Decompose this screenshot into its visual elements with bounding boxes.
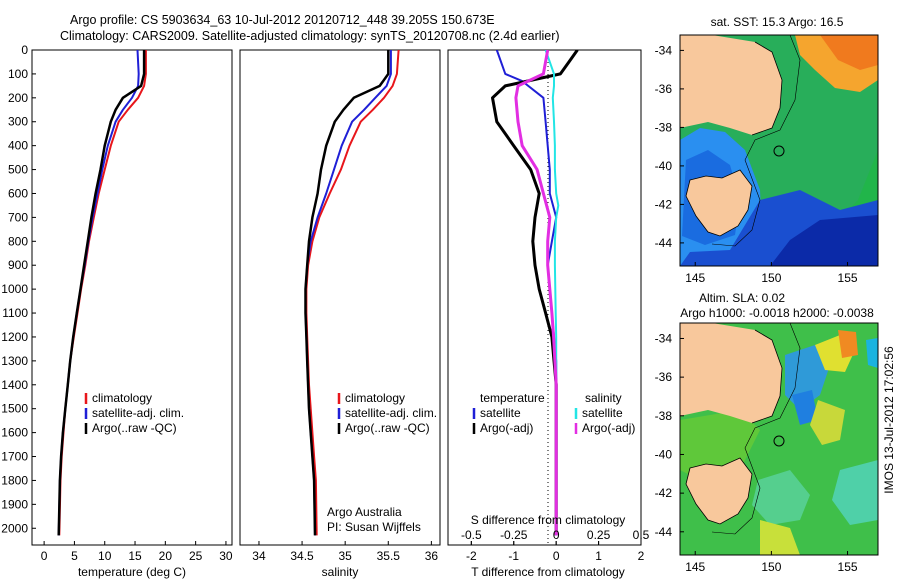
sst-map-lat-label: -38 bbox=[655, 120, 673, 134]
figure-title-line2: Climatology: CARS2009. Satellite-adjuste… bbox=[60, 29, 560, 43]
salinity-x-tick-label: 35.5 bbox=[377, 549, 401, 563]
temperature-x-tick-label: 20 bbox=[159, 549, 173, 563]
tdiff-x-tick-label: 1 bbox=[595, 549, 602, 563]
legend-temperature-title: temperature bbox=[480, 391, 545, 405]
depth-tick-label: 0 bbox=[21, 43, 28, 57]
tdiff-x-tick-label: 0 bbox=[553, 549, 560, 563]
sdiff-x-tick-label: 0.25 bbox=[587, 528, 611, 542]
sdiff-x-tick-label: -0.25 bbox=[500, 528, 528, 542]
difference-xlabel: T difference from climatology bbox=[471, 565, 625, 579]
depth-tick-label: 300 bbox=[8, 115, 28, 129]
legend-salinity-title: salinity bbox=[585, 391, 622, 405]
salinity-legend-label: Argo(..raw -QC) bbox=[345, 421, 430, 435]
temperature-xlabel: temperature (deg C) bbox=[78, 565, 186, 579]
sst-map-lat-label: -44 bbox=[655, 236, 673, 250]
salinity-xlabel: salinity bbox=[322, 565, 359, 579]
salinity-x-tick-label: 36 bbox=[425, 549, 439, 563]
sla-map: Altim. SLA: 0.02 Argo h1000: -0.0018 h20… bbox=[655, 291, 879, 574]
tdiff-x-tick-label: -2 bbox=[466, 549, 477, 563]
salinity-legend-label: climatology bbox=[345, 391, 405, 405]
difference-temperature-legend-label: Argo(-adj) bbox=[480, 421, 533, 435]
sdiff-x-tick-label: 0 bbox=[553, 528, 560, 542]
sla-map-lon-label: 145 bbox=[685, 560, 705, 574]
sla-map-title-line2: Argo h1000: -0.0018 h2000: -0.0038 bbox=[680, 306, 874, 320]
sdiff-x-tick-label: 0.5 bbox=[633, 528, 650, 542]
sst-map-lat-label: -42 bbox=[655, 197, 673, 211]
depth-tick-label: 200 bbox=[8, 91, 28, 105]
temperature-x-tick-label: 10 bbox=[98, 549, 112, 563]
sst-map-lon-label: 155 bbox=[838, 271, 858, 285]
depth-tick-label: 500 bbox=[8, 163, 28, 177]
credit-line2: PI: Susan Wijffels bbox=[327, 520, 421, 534]
difference-salinity-legend-label: Argo(-adj) bbox=[582, 421, 635, 435]
depth-tick-label: 700 bbox=[8, 210, 28, 224]
temperature-x-tick-label: 0 bbox=[41, 549, 48, 563]
salinity-series-2 bbox=[304, 50, 390, 536]
sla-map-lat-label: -38 bbox=[655, 409, 673, 423]
difference-top-label: S difference from climatology bbox=[471, 513, 626, 527]
salinity-x-tick-label: 34.5 bbox=[290, 549, 314, 563]
difference-panel: -2 -1 0 1 2 -0.5 -0.25 0 0.25 0.5 S difference fr… bbox=[447, 49, 650, 579]
salinity-series-0 bbox=[305, 50, 400, 536]
sst-map-lat-label: -36 bbox=[655, 82, 673, 96]
salinity-x-tick-label: 35 bbox=[338, 549, 352, 563]
tdiff-x-tick-label: 2 bbox=[638, 549, 645, 563]
depth-tick-label: 1300 bbox=[1, 354, 28, 368]
depth-tick-label: 2000 bbox=[1, 521, 28, 535]
temperature-x-tick-label: 15 bbox=[128, 549, 142, 563]
sst-map-lon-label: 150 bbox=[761, 271, 781, 285]
sdiff-x-tick-label: -0.5 bbox=[461, 528, 482, 542]
sla-map-lat-label: -40 bbox=[655, 447, 673, 461]
sla-map-lat-label: -34 bbox=[655, 331, 673, 345]
depth-tick-label: 600 bbox=[8, 186, 28, 200]
sst-map-lat-label: -34 bbox=[655, 43, 673, 57]
temperature-x-tick-label: 25 bbox=[189, 549, 203, 563]
depth-tick-label: 900 bbox=[8, 258, 28, 272]
depth-tick-label: 100 bbox=[8, 67, 28, 81]
depth-tick-label: 1400 bbox=[1, 378, 28, 392]
sst-map-lat-label: -40 bbox=[655, 159, 673, 173]
argo-location-marker-sla bbox=[773, 435, 785, 447]
temperature-series-2 bbox=[57, 50, 146, 536]
depth-tick-label: 400 bbox=[8, 139, 28, 153]
sla-map-title-line1: Altim. SLA: 0.02 bbox=[699, 291, 785, 305]
temperature-legend-label: climatology bbox=[92, 391, 152, 405]
sst-map-lon-label: 145 bbox=[685, 271, 705, 285]
sst-map: sat. SST: 15.3 Argo: 16.5 -34 -36 -38 -40 -4… bbox=[655, 15, 879, 285]
sst-map-title: sat. SST: 15.3 Argo: 16.5 bbox=[711, 15, 844, 29]
sla-map-lat-label: -36 bbox=[655, 370, 673, 384]
depth-tick-label: 1100 bbox=[2, 306, 28, 320]
sla-map-lat-label: -42 bbox=[655, 486, 673, 500]
sla-map-lat-label: -44 bbox=[655, 525, 673, 539]
argo-location-marker bbox=[773, 145, 785, 157]
difference-temperature-legend-label: satellite bbox=[480, 406, 521, 420]
salinity-legend-label: satellite-adj. clim. bbox=[345, 406, 437, 420]
depth-tick-label: 1700 bbox=[1, 450, 28, 464]
temperature-legend-label: Argo(..raw -QC) bbox=[92, 421, 177, 435]
depth-tick-label: 800 bbox=[8, 234, 28, 248]
temperature-x-tick-label: 5 bbox=[71, 549, 78, 563]
depth-tick-label: 1500 bbox=[1, 402, 28, 416]
temperature-legend-label: satellite-adj. clim. bbox=[92, 406, 184, 420]
side-timestamp: IMOS 13-Jul-2012 17:02:56 bbox=[882, 346, 896, 494]
temperature-panel: 0 5 10 15 20 25 30 0 100 200 300 400 500 600 700 800 90… bbox=[1, 43, 233, 579]
difference-salinity-legend-label: satellite bbox=[582, 406, 623, 420]
sla-map-lon-label: 150 bbox=[761, 560, 781, 574]
depth-tick-label: 1000 bbox=[1, 282, 28, 296]
temperature-x-tick-label: 30 bbox=[219, 549, 233, 563]
depth-tick-label: 1600 bbox=[1, 426, 28, 440]
depth-tick-label: 1900 bbox=[1, 497, 28, 511]
salinity-x-tick-label: 34 bbox=[252, 549, 266, 563]
difference-series-3 bbox=[514, 50, 558, 536]
depth-tick-label: 1800 bbox=[1, 473, 28, 487]
figure-title-line1: Argo profile: CS 5903634_63 10-Jul-2012 … bbox=[70, 13, 495, 27]
credit-line1: Argo Australia bbox=[327, 505, 402, 519]
tdiff-x-tick-label: -1 bbox=[508, 549, 519, 563]
sla-map-lon-label: 155 bbox=[838, 560, 858, 574]
depth-tick-label: 1200 bbox=[1, 330, 28, 344]
salinity-panel: 34 34.5 35 35.5 36 salinity climatologysatel… bbox=[239, 49, 441, 579]
